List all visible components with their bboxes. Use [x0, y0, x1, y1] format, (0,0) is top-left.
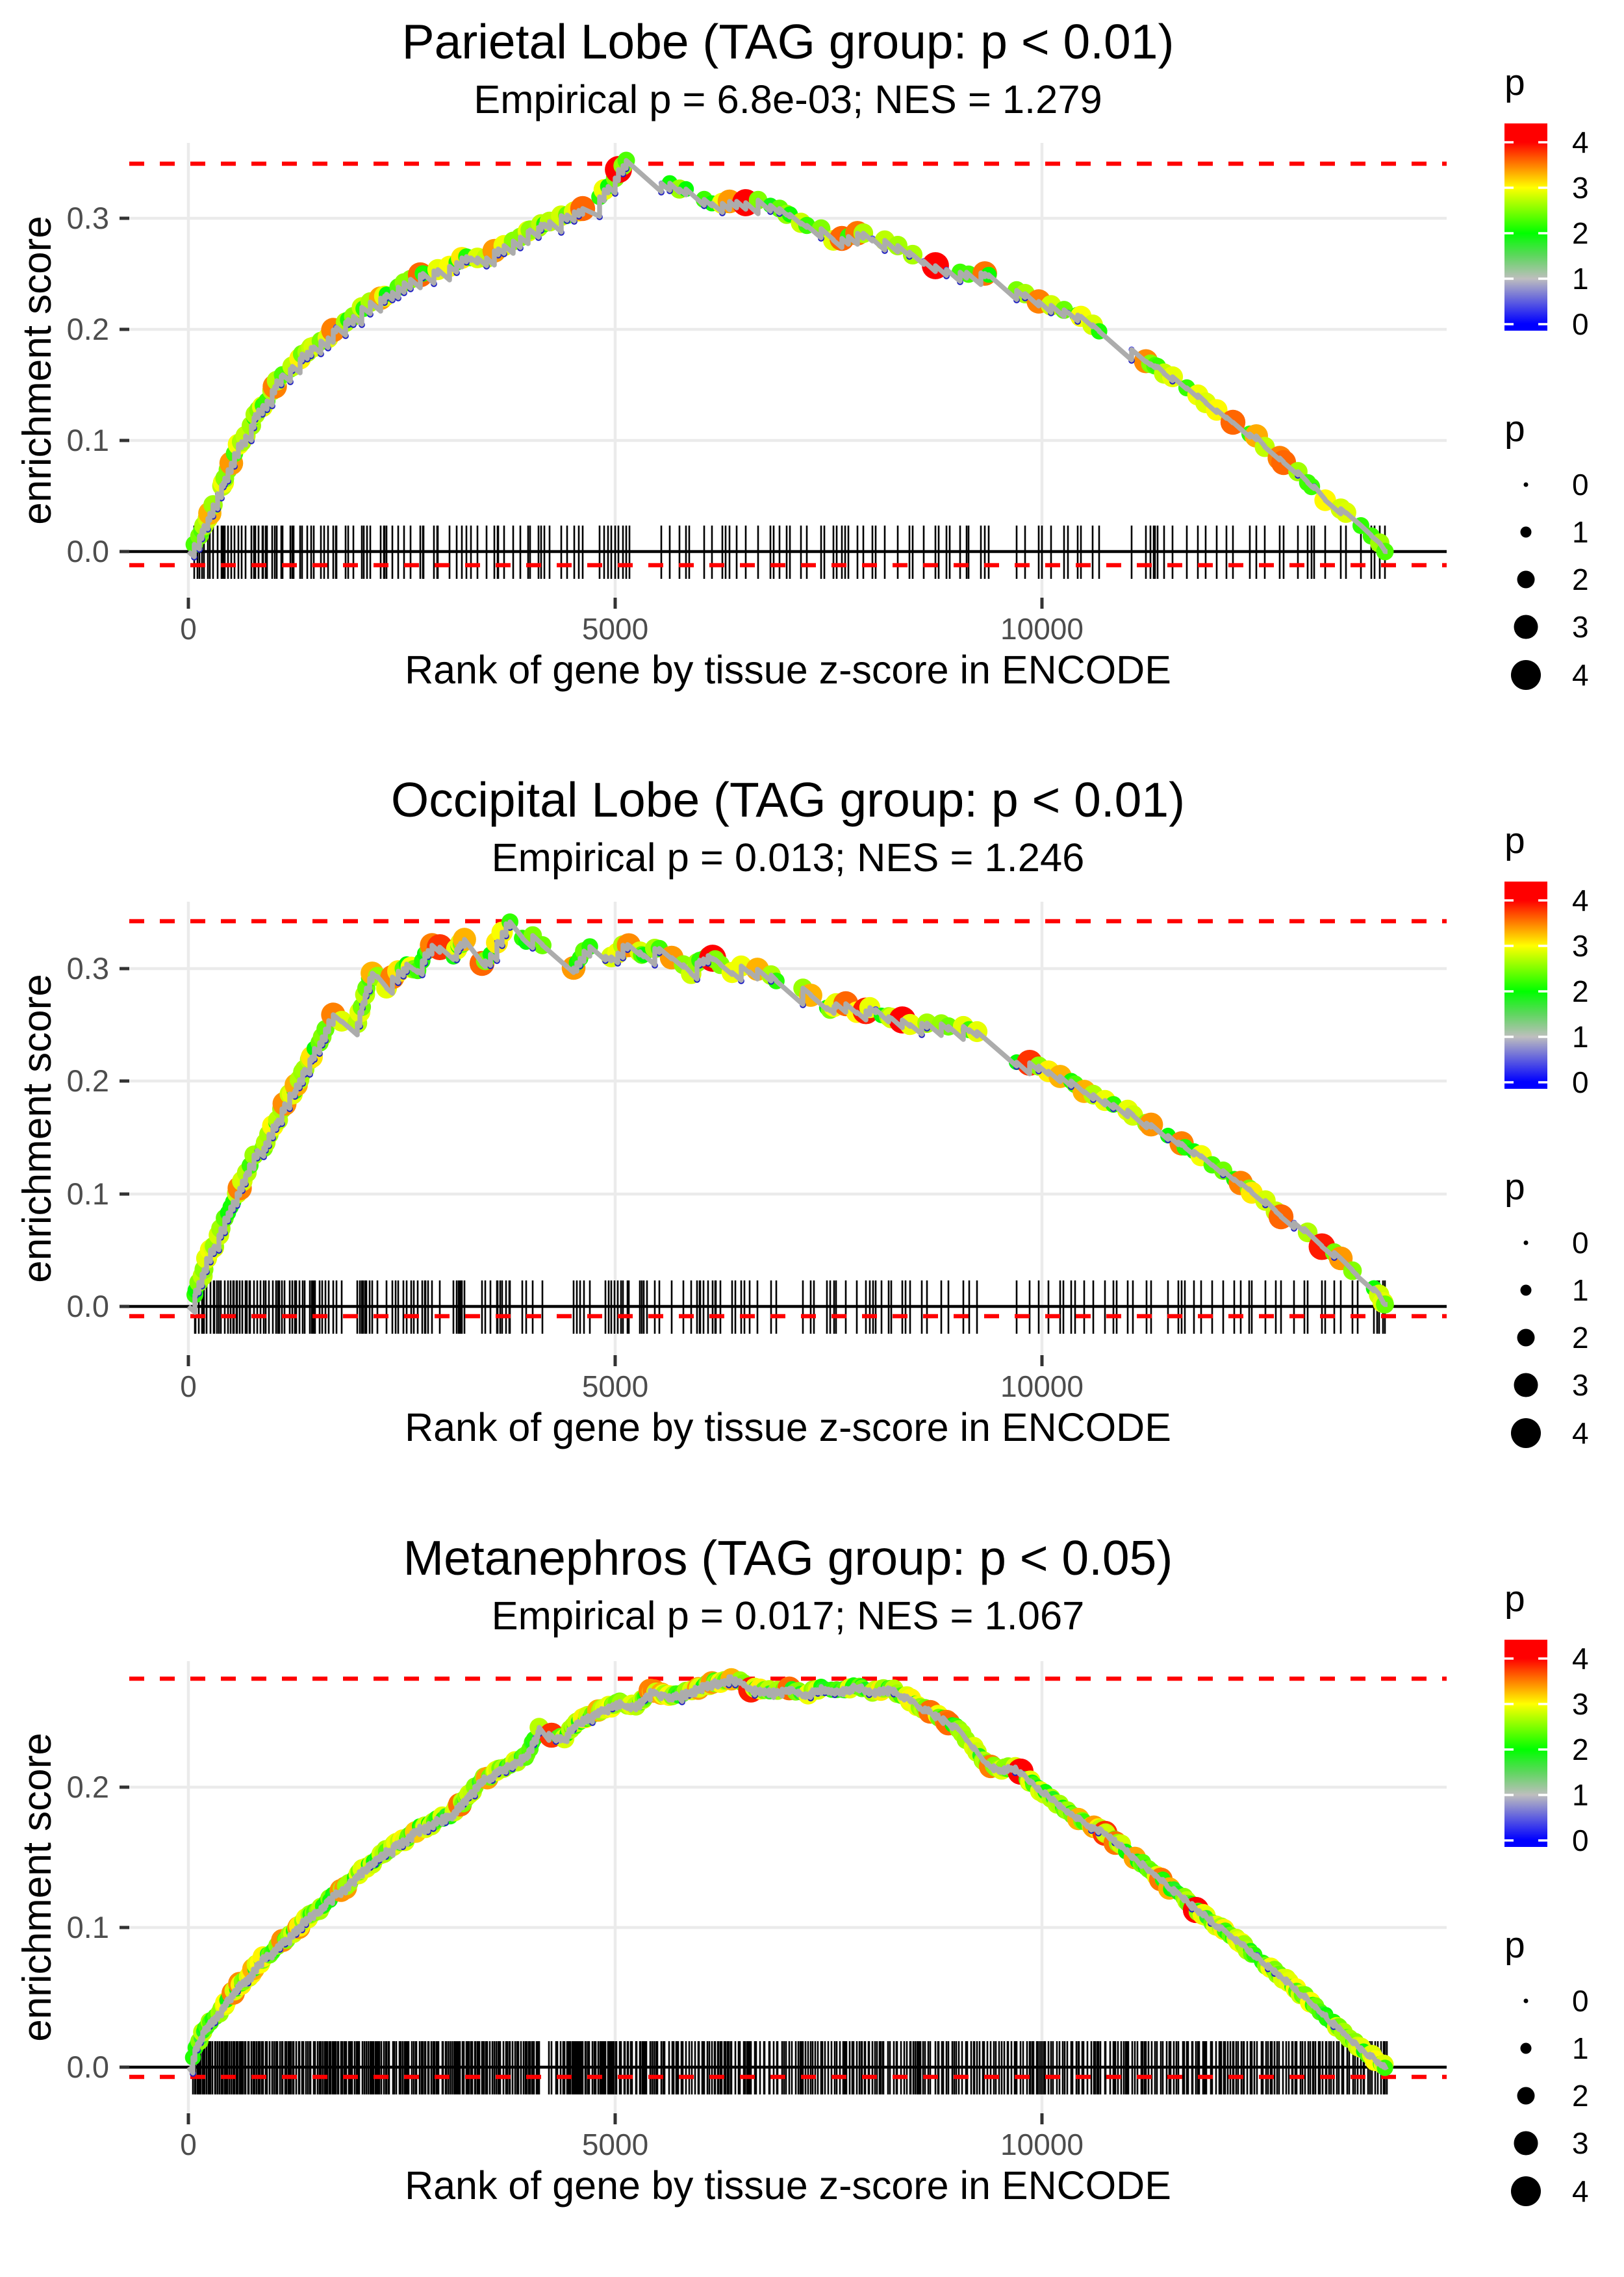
svg-text:2: 2: [1572, 1321, 1589, 1355]
svg-text:p: p: [1504, 408, 1525, 450]
svg-text:3: 3: [1572, 610, 1589, 644]
svg-text:0: 0: [1572, 468, 1589, 502]
svg-text:p: p: [1504, 1924, 1525, 1966]
svg-text:2: 2: [1572, 1733, 1589, 1766]
svg-text:0: 0: [1572, 1226, 1589, 1260]
svg-text:Rank of gene by tissue z-score: Rank of gene by tissue z-score in ENCODE: [405, 648, 1171, 692]
svg-text:0.2: 0.2: [67, 312, 109, 346]
svg-text:0.0: 0.0: [67, 534, 109, 568]
svg-text:10000: 10000: [1000, 612, 1084, 646]
svg-text:4: 4: [1572, 1416, 1589, 1450]
svg-text:0: 0: [1572, 307, 1589, 341]
svg-text:5000: 5000: [582, 612, 648, 646]
svg-text:3: 3: [1572, 1687, 1589, 1721]
svg-text:10000: 10000: [1000, 1369, 1084, 1403]
svg-text:0: 0: [1572, 1824, 1589, 1857]
svg-text:0.0: 0.0: [67, 1289, 109, 1323]
svg-text:0: 0: [180, 612, 197, 646]
svg-text:Occipital Lobe (TAG group: p <: Occipital Lobe (TAG group: p < 0.01): [391, 772, 1185, 827]
svg-text:1: 1: [1572, 1020, 1589, 1054]
svg-text:4: 4: [1572, 658, 1589, 692]
svg-text:p: p: [1504, 820, 1525, 861]
svg-text:2: 2: [1572, 974, 1589, 1008]
svg-text:1: 1: [1572, 262, 1589, 296]
svg-text:p: p: [1504, 1166, 1525, 1208]
svg-text:1: 1: [1572, 1273, 1589, 1307]
svg-text:3: 3: [1572, 171, 1589, 205]
svg-text:0.2: 0.2: [67, 1770, 109, 1804]
svg-text:1: 1: [1572, 2031, 1589, 2065]
svg-text:Rank of gene by tissue z-score: Rank of gene by tissue z-score in ENCODE: [405, 1405, 1171, 1449]
svg-text:4: 4: [1572, 884, 1589, 917]
svg-text:0.1: 0.1: [67, 1177, 109, 1211]
svg-text:Empirical p = 6.8e-03; NES = 1: Empirical p = 6.8e-03; NES = 1.279: [474, 77, 1102, 122]
svg-text:4: 4: [1572, 1642, 1589, 1675]
svg-text:enrichment score: enrichment score: [15, 1733, 60, 2042]
svg-text:0: 0: [1572, 1065, 1589, 1099]
svg-text:0.2: 0.2: [67, 1063, 109, 1098]
svg-text:enrichment score: enrichment score: [15, 974, 60, 1283]
svg-text:0.1: 0.1: [67, 423, 109, 457]
svg-text:4: 4: [1572, 125, 1589, 159]
svg-text:p: p: [1504, 1578, 1525, 1620]
svg-text:enrichment score: enrichment score: [15, 216, 60, 525]
svg-text:1: 1: [1572, 515, 1589, 549]
svg-text:0: 0: [180, 2128, 197, 2161]
svg-text:1: 1: [1572, 1778, 1589, 1812]
svg-text:4: 4: [1572, 2174, 1589, 2208]
svg-text:2: 2: [1572, 2079, 1589, 2113]
svg-text:0: 0: [1572, 1984, 1589, 2018]
svg-text:Empirical p = 0.017; NES = 1.0: Empirical p = 0.017; NES = 1.067: [492, 1594, 1085, 1638]
svg-text:2: 2: [1572, 216, 1589, 250]
svg-text:2: 2: [1572, 563, 1589, 596]
svg-text:0.1: 0.1: [67, 1910, 109, 1944]
svg-text:0.3: 0.3: [67, 951, 109, 986]
svg-text:p: p: [1504, 62, 1525, 103]
svg-text:0.0: 0.0: [67, 2050, 109, 2084]
svg-text:0.3: 0.3: [67, 201, 109, 235]
svg-text:5000: 5000: [582, 2128, 648, 2161]
svg-text:0: 0: [180, 1369, 197, 1403]
svg-text:3: 3: [1572, 2126, 1589, 2160]
svg-text:Metanephros (TAG group: p < 0.: Metanephros (TAG group: p < 0.05): [403, 1531, 1173, 1585]
svg-text:Empirical p = 0.013; NES = 1.2: Empirical p = 0.013; NES = 1.246: [492, 835, 1085, 880]
svg-text:Rank of gene by tissue z-score: Rank of gene by tissue z-score in ENCODE: [405, 2163, 1171, 2207]
svg-text:Parietal Lobe (TAG group: p <: Parietal Lobe (TAG group: p < 0.01): [402, 14, 1174, 69]
svg-text:3: 3: [1572, 929, 1589, 963]
svg-text:5000: 5000: [582, 1369, 648, 1403]
svg-text:10000: 10000: [1000, 2128, 1084, 2161]
svg-text:3: 3: [1572, 1368, 1589, 1402]
